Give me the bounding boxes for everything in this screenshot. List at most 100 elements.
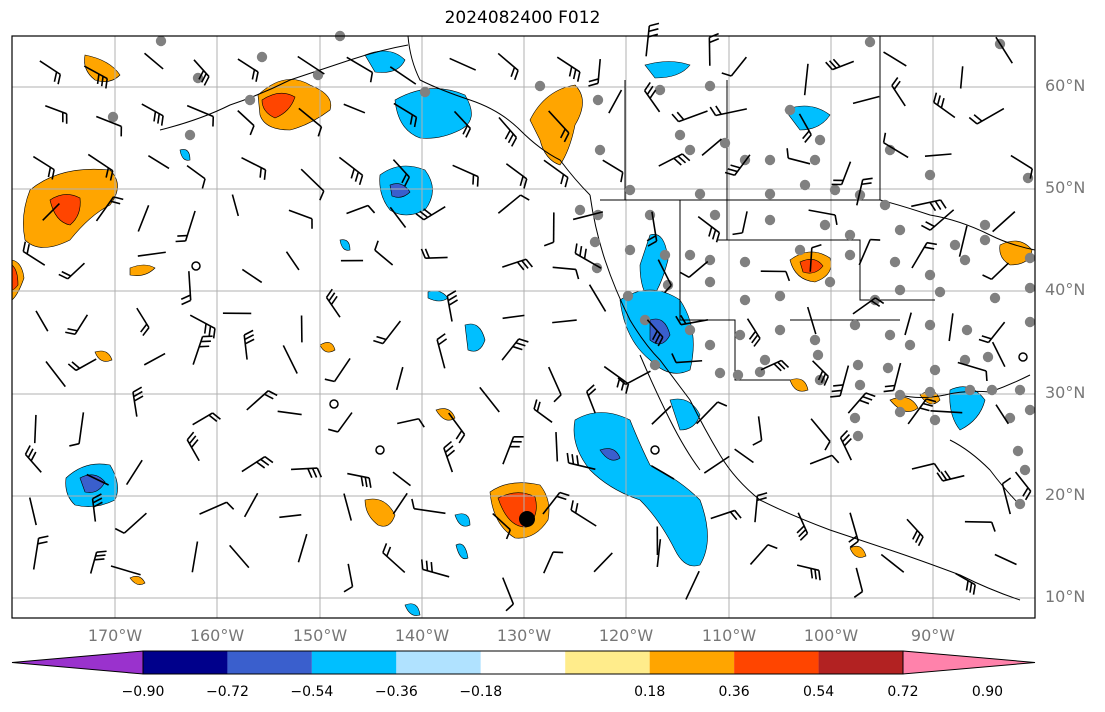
wind-barb bbox=[241, 268, 263, 284]
station-dot bbox=[854, 189, 866, 201]
station-dot bbox=[704, 276, 716, 288]
latitude-label: 40°N bbox=[1045, 280, 1086, 299]
colorbar-segment bbox=[396, 651, 481, 674]
wind-barb bbox=[67, 358, 97, 372]
contour-region bbox=[94, 350, 113, 362]
wind-barb bbox=[992, 211, 1016, 233]
wind-barb bbox=[35, 310, 49, 332]
calm-wind-circle bbox=[191, 261, 201, 271]
station-dot bbox=[959, 354, 971, 366]
station-dot bbox=[882, 362, 894, 374]
station-dot bbox=[709, 209, 721, 221]
colorbar-tick-label: −0.72 bbox=[205, 684, 249, 700]
station-dot bbox=[1024, 282, 1036, 294]
wind-barb bbox=[803, 63, 809, 96]
longitude-label: 90°W bbox=[910, 626, 956, 645]
latitude-label: 50°N bbox=[1045, 178, 1086, 197]
wind-barb bbox=[186, 165, 206, 189]
wind-barb bbox=[810, 418, 831, 451]
wind-barb bbox=[42, 202, 60, 221]
wind-barb bbox=[91, 493, 103, 522]
contour-region bbox=[129, 576, 146, 585]
wind-barb bbox=[45, 104, 68, 124]
wind-barb bbox=[852, 95, 880, 105]
station-dot bbox=[1024, 316, 1036, 328]
contour-region bbox=[669, 398, 701, 431]
station-dot bbox=[869, 294, 881, 306]
map-title: 2024082400 F012 bbox=[444, 8, 601, 28]
contour-region bbox=[644, 61, 691, 79]
colorbar-extend-right bbox=[902, 650, 1036, 675]
station-dot bbox=[929, 414, 941, 426]
longitude-label: 170°W bbox=[87, 626, 143, 645]
station-dot bbox=[1012, 445, 1024, 457]
contour-region bbox=[319, 342, 336, 353]
wind-barb bbox=[709, 105, 747, 117]
wind-barb bbox=[501, 338, 529, 361]
wind-barb bbox=[697, 216, 721, 243]
wind-barb bbox=[285, 251, 300, 271]
station-dot bbox=[534, 80, 546, 92]
wind-barb bbox=[552, 319, 577, 324]
wind-barb bbox=[1010, 154, 1033, 179]
wind-barb bbox=[191, 541, 199, 573]
contour-region bbox=[84, 54, 121, 82]
station-dot bbox=[829, 184, 841, 196]
coastline-segment bbox=[679, 200, 790, 381]
wind-barb bbox=[732, 211, 748, 236]
station-dot bbox=[934, 286, 946, 298]
wind-barb bbox=[449, 57, 477, 71]
wind-barb bbox=[58, 262, 86, 280]
station-dot bbox=[184, 129, 196, 141]
station-dot bbox=[959, 254, 971, 266]
wind-barb bbox=[420, 248, 448, 260]
wind-barb bbox=[696, 401, 728, 425]
coastline-segment bbox=[639, 354, 701, 471]
wind-barb bbox=[921, 209, 955, 231]
colorbar-tick-label: −0.18 bbox=[459, 684, 503, 700]
colorbar-tick-label: 0.36 bbox=[718, 684, 750, 700]
station-dot bbox=[1024, 404, 1036, 416]
station-dot bbox=[894, 224, 906, 236]
wind-barb bbox=[586, 384, 597, 414]
wind-barb bbox=[958, 225, 968, 257]
wind-barb bbox=[502, 577, 515, 612]
wind-barb bbox=[229, 544, 250, 569]
wind-barb bbox=[798, 113, 812, 143]
wind-barb bbox=[241, 455, 274, 473]
wind-barb bbox=[848, 512, 860, 548]
station-dot bbox=[894, 406, 906, 418]
contour-region bbox=[849, 545, 867, 558]
station-dot bbox=[574, 204, 586, 216]
station-dot bbox=[764, 214, 776, 226]
wind-barb bbox=[808, 209, 838, 225]
wind-barb bbox=[374, 240, 394, 266]
wind-barb bbox=[87, 153, 114, 181]
station-dot bbox=[734, 329, 746, 341]
wind-barb bbox=[646, 319, 664, 347]
wind-barb bbox=[397, 417, 425, 428]
station-dot bbox=[684, 144, 696, 156]
station-dot bbox=[979, 219, 991, 231]
wind-barb bbox=[964, 520, 996, 532]
wind-barb bbox=[39, 60, 62, 85]
wind-barb bbox=[324, 357, 351, 383]
station-dot bbox=[704, 339, 716, 351]
wind-barb bbox=[936, 470, 965, 482]
station-dot bbox=[764, 154, 776, 166]
station-dot bbox=[894, 389, 906, 401]
colorbar-segment bbox=[649, 651, 735, 674]
wind-barb bbox=[325, 288, 341, 318]
wind-barb bbox=[675, 314, 709, 326]
wind-barb bbox=[343, 563, 354, 593]
station-dot bbox=[982, 351, 994, 363]
station-dot bbox=[819, 219, 831, 231]
contour-region bbox=[435, 408, 456, 421]
wind-barb bbox=[566, 452, 596, 471]
contour-region bbox=[389, 183, 411, 198]
wind-barb bbox=[298, 107, 323, 137]
wind-barb bbox=[656, 539, 662, 568]
wind-barb bbox=[882, 132, 909, 159]
contour-region bbox=[261, 92, 296, 119]
wind-barb bbox=[189, 314, 216, 339]
